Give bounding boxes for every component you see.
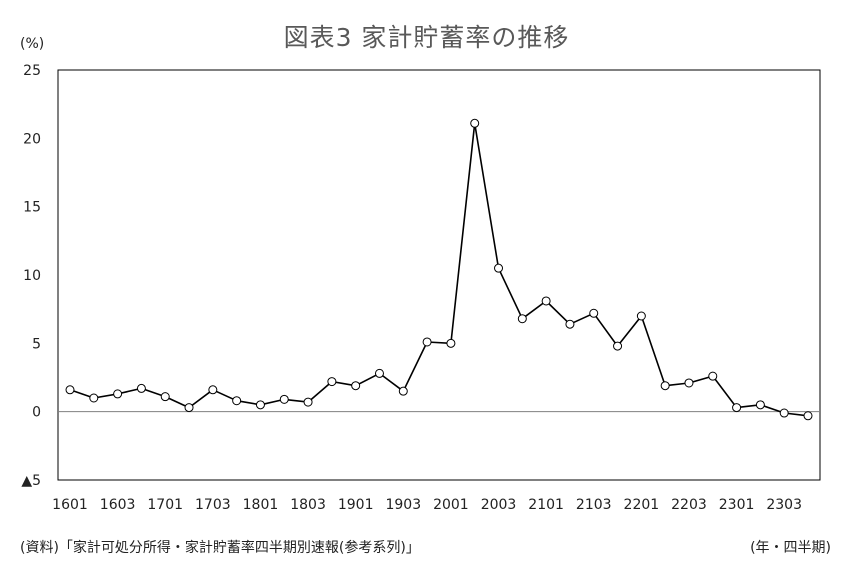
data-point — [422, 337, 432, 347]
series-line — [69, 122, 809, 417]
data-point — [446, 338, 456, 348]
y-tick-label: 15 — [23, 200, 41, 216]
x-tick-label: 1801 — [243, 497, 279, 513]
chart-title: 図表3 家計貯蓄率の推移 — [283, 23, 570, 52]
x-tick-label: 1601 — [52, 497, 88, 513]
data-point — [255, 400, 265, 410]
x-tick-label: 2203 — [671, 497, 707, 513]
data-point — [136, 383, 146, 393]
data-point — [65, 385, 75, 395]
data-point — [755, 400, 765, 410]
data-point — [541, 296, 551, 306]
data-point — [351, 381, 361, 391]
data-point — [660, 381, 670, 391]
x-tick-label: 2001 — [433, 497, 469, 513]
x-axis-ticks: 1601 1603 1701 1703 1801 1803 1901 1903 2001 2003… — [52, 497, 802, 513]
data-point — [732, 403, 742, 413]
data-point — [779, 408, 789, 418]
y-tick-label: 5 — [32, 336, 41, 352]
data-point — [494, 263, 504, 273]
data-point — [565, 319, 575, 329]
x-tick-label: 1603 — [100, 497, 136, 513]
data-point — [398, 386, 408, 396]
data-point — [589, 308, 599, 318]
data-point — [160, 392, 170, 402]
y-tick-label: 10 — [23, 268, 41, 284]
x-tick-label: 2301 — [719, 497, 755, 513]
data-point — [613, 341, 623, 351]
x-tick-label: 2303 — [766, 497, 802, 513]
y-tick-label: 25 — [23, 63, 41, 79]
data-point — [89, 393, 99, 403]
series-household-saving-rate — [65, 118, 813, 421]
data-point — [113, 389, 123, 399]
source-note: (資料)「家計可処分所得・家計貯蓄率四半期別速報(参考系列)」 — [20, 540, 420, 556]
y-axis-ticks: 25 20 15 10 5 0 ▲5 — [21, 63, 41, 489]
data-point — [803, 411, 813, 421]
data-point — [327, 377, 337, 387]
plot-border — [57, 69, 821, 481]
data-point — [208, 385, 218, 395]
data-point — [232, 396, 242, 406]
x-tick-label: 1701 — [147, 497, 183, 513]
data-point — [517, 314, 527, 324]
x-tick-label: 1803 — [290, 497, 326, 513]
data-point — [374, 368, 384, 378]
plot-area — [57, 69, 821, 481]
data-point — [303, 397, 313, 407]
x-axis-period-label: (年・四半期) — [750, 540, 831, 556]
data-point — [636, 311, 646, 321]
x-tick-label: 2103 — [576, 497, 612, 513]
data-point — [184, 403, 194, 413]
x-tick-label: 1703 — [195, 497, 231, 513]
y-tick-label: 0 — [32, 405, 41, 421]
data-point — [470, 118, 480, 128]
x-tick-label: 2003 — [481, 497, 517, 513]
y-tick-label: ▲5 — [21, 473, 41, 489]
x-tick-label: 2201 — [624, 497, 660, 513]
x-tick-label: 1901 — [338, 497, 374, 513]
y-tick-label: 20 — [23, 131, 41, 147]
x-tick-label: 1903 — [385, 497, 421, 513]
data-point — [684, 378, 694, 388]
y-axis-unit-label: (%) — [20, 36, 45, 52]
x-tick-label: 2101 — [528, 497, 564, 513]
data-point — [279, 394, 289, 404]
data-point — [708, 371, 718, 381]
